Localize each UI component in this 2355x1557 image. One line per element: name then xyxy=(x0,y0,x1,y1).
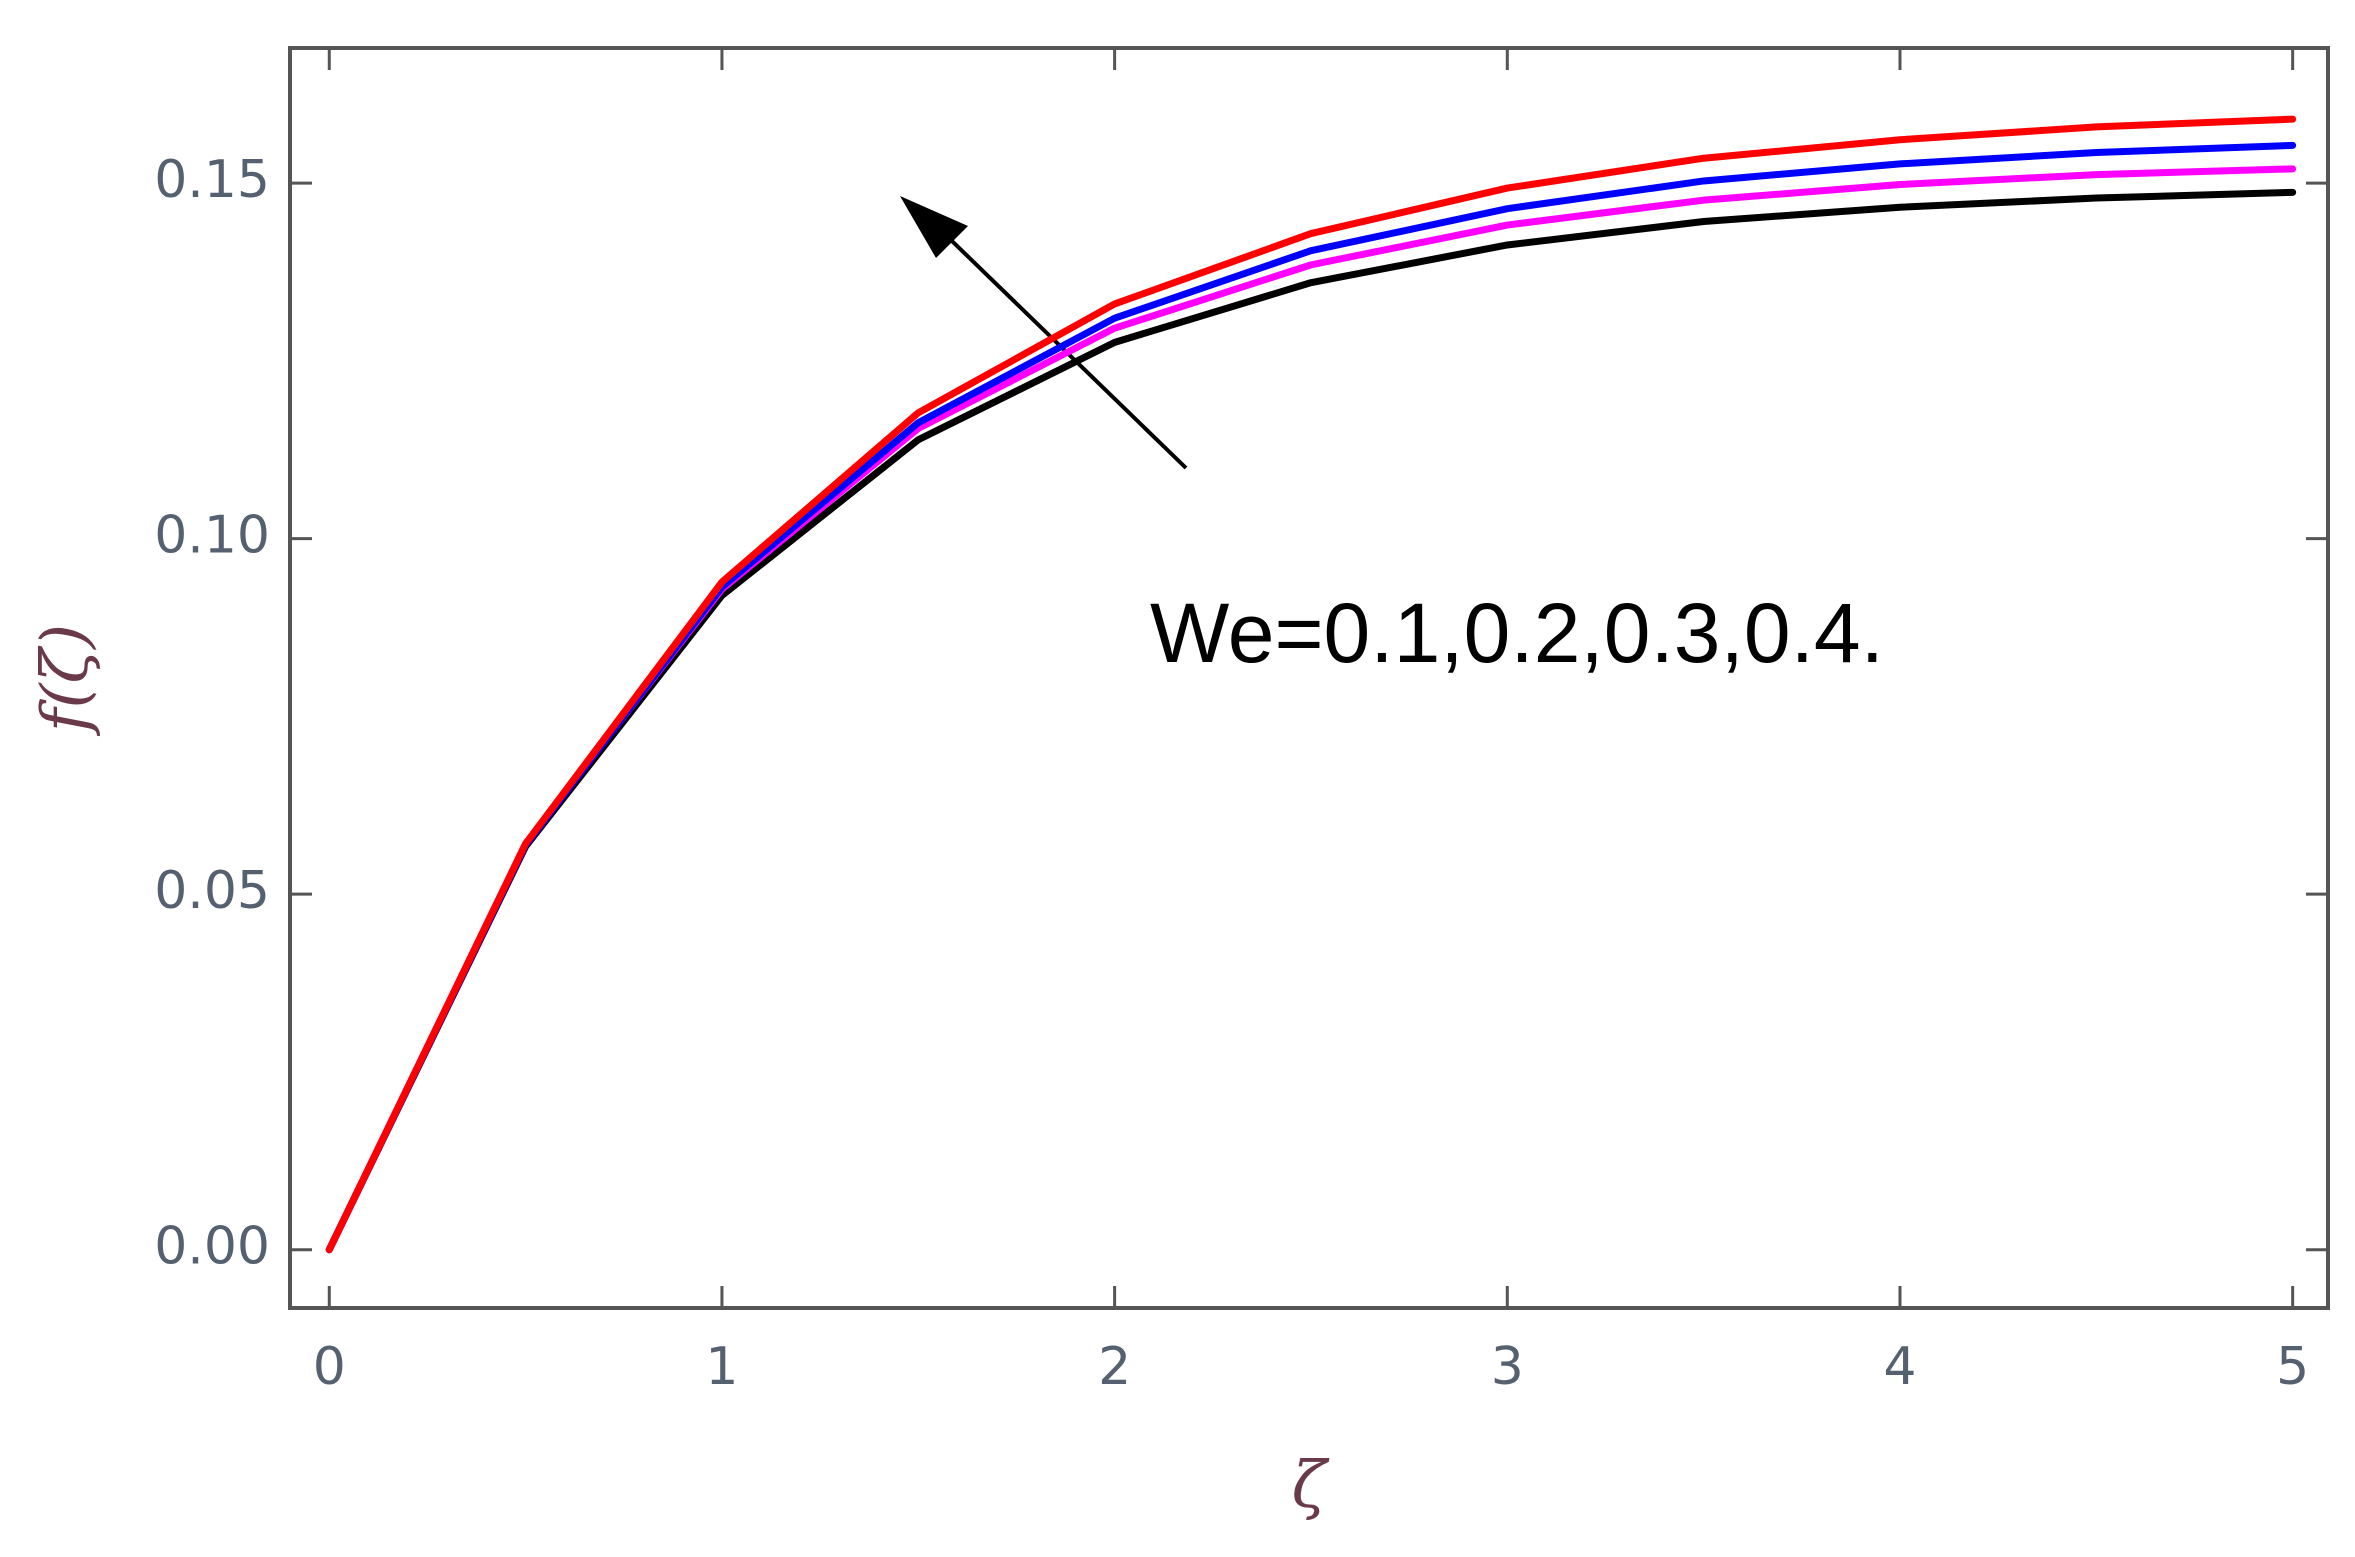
series-line xyxy=(325,115,2297,1254)
x-tick-label: 5 xyxy=(2276,1337,2309,1397)
x-tick-label: 2 xyxy=(1098,1337,1131,1397)
annotation: We=0.1,0.2,0.3,0.4. xyxy=(1150,586,1884,680)
plot-frame xyxy=(288,46,2330,1310)
y-tick-label: 0.10 xyxy=(154,506,270,566)
x-tick-label: 0 xyxy=(313,1337,346,1397)
y-axis-label: f(ζ) xyxy=(29,624,103,736)
series-line xyxy=(325,141,2297,1254)
y-tick-label: 0.00 xyxy=(154,1217,270,1277)
x-tick-label: 3 xyxy=(1491,1337,1524,1397)
x-tick-label: 1 xyxy=(705,1337,738,1397)
x-tick-label: 4 xyxy=(1883,1337,1916,1397)
y-tick-label: 0.05 xyxy=(154,861,270,921)
x-axis-label: ζ xyxy=(1292,1449,1330,1523)
y-tick-label: 0.15 xyxy=(154,150,270,210)
arrow-head xyxy=(900,196,968,258)
